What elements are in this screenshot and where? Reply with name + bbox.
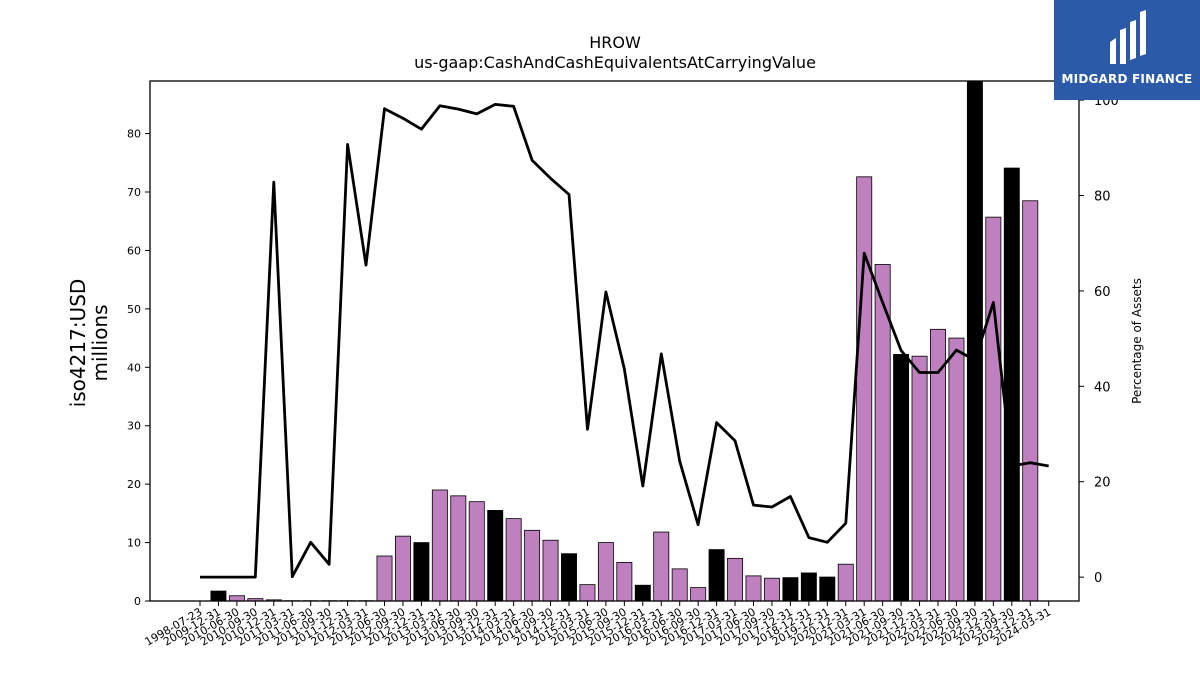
bar (616, 562, 633, 602)
plot-frame (149, 80, 1080, 602)
y-tick-label: 40 (127, 361, 141, 374)
bar (597, 542, 614, 602)
bar (561, 553, 577, 602)
y2-tick-label: 40 (1094, 380, 1111, 395)
y2-tick-label: 80 (1094, 189, 1111, 204)
bar (819, 576, 836, 602)
bar (468, 501, 485, 602)
brand-logo: MIDGARD FINANCE (1054, 0, 1200, 100)
bar (800, 572, 817, 602)
bar (671, 568, 688, 602)
bar (708, 549, 725, 602)
bar (985, 216, 1002, 602)
bar (431, 489, 448, 602)
bar (763, 577, 780, 602)
bar (413, 542, 430, 602)
bar (524, 529, 541, 602)
bar (1003, 167, 1020, 602)
bar (930, 328, 946, 602)
bar (505, 518, 522, 602)
y2-axis-label: Percentage of Assets (1130, 278, 1144, 404)
percentage-line (200, 103, 1049, 579)
midgard-logo-icon (1110, 10, 1146, 64)
bar (745, 575, 762, 602)
y-tick-label: 20 (127, 478, 141, 491)
bar (653, 531, 670, 602)
y2-tick-label: 0 (1094, 571, 1102, 586)
bar (837, 563, 854, 602)
y2-tick-label: 20 (1094, 476, 1111, 491)
bar (856, 176, 873, 602)
bar (394, 535, 411, 602)
bar (487, 510, 504, 602)
y2-tick-label: 60 (1094, 285, 1111, 300)
bar (727, 557, 744, 602)
y-tick-label: 70 (127, 186, 141, 199)
bar (228, 595, 245, 602)
bar (210, 590, 227, 602)
bar (782, 577, 799, 602)
bar (542, 539, 559, 602)
bar (579, 584, 596, 602)
bar (1022, 200, 1039, 602)
bar (450, 495, 467, 602)
line-series (200, 103, 1049, 579)
y-tick-label: 80 (127, 128, 141, 141)
bar (376, 555, 393, 602)
y-tick-label: 0 (134, 595, 141, 608)
chart-subtitle: us-gaap:CashAndCashEquivalentsAtCarrying… (414, 53, 816, 72)
chart-title: HROW (589, 33, 641, 52)
axes: 010203040506070800204060801001998-07-232… (127, 94, 1119, 648)
bar (690, 587, 707, 602)
y-tick-label: 60 (127, 244, 141, 257)
bar (948, 337, 965, 602)
bar (893, 354, 910, 602)
bar (634, 584, 651, 602)
y-tick-label: 30 (127, 420, 141, 433)
bar (911, 355, 928, 602)
y-axis-label: iso4217:USDmillions (66, 279, 112, 408)
brand-name: MIDGARD FINANCE (1061, 72, 1193, 86)
y-tick-label: 10 (127, 537, 141, 550)
bar-series (210, 80, 1039, 602)
y-tick-label: 50 (127, 303, 141, 316)
